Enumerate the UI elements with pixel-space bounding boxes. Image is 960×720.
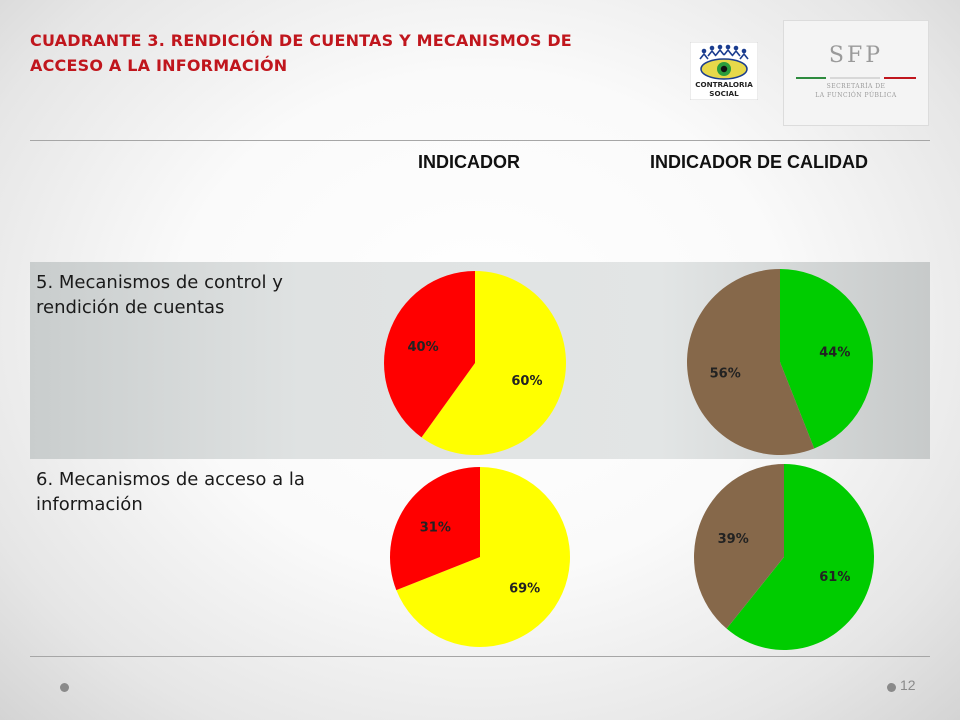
page-number: 12 <box>900 677 916 693</box>
header-indicador: INDICADOR <box>418 152 520 173</box>
pie-data-label: 44% <box>819 346 850 361</box>
contraloria-social-logo: CONTRALORIA SOCIAL <box>690 42 758 100</box>
pie-data-label: 31% <box>420 521 451 536</box>
flag-line-red <box>884 77 916 79</box>
pie-data-label: 60% <box>511 374 542 389</box>
row-label-6: 6. Mecanismos de acceso a la información <box>36 467 326 517</box>
sfp-logo: SFP SECRETARÍA DE LA FUNCIÓN PÚBLICA <box>783 20 929 126</box>
pie-data-label: 61% <box>819 570 850 585</box>
pie-chart-row6-calidad: 61% 39% <box>692 462 878 652</box>
sfp-name: SFP <box>784 43 928 68</box>
flag-line-green <box>796 77 826 79</box>
pie-chart-row6-indicador: 69% 31% <box>388 466 574 652</box>
pie-data-label: 56% <box>710 366 741 381</box>
contraloria-text: CONTRALORIA <box>695 80 753 89</box>
table-bottom-rule <box>30 656 930 657</box>
footer-dot-left <box>60 683 69 692</box>
header-indicador-calidad: INDICADOR DE CALIDAD <box>650 152 868 173</box>
table-header-row: INDICADOR INDICADOR DE CALIDAD <box>30 141 930 262</box>
pie-data-label: 39% <box>718 532 749 547</box>
footer-dot-right <box>887 683 896 692</box>
slide-title: CUADRANTE 3. RENDICIÓN DE CUENTAS Y MECA… <box>30 28 630 78</box>
sfp-subtitle-1: SECRETARÍA DE <box>784 83 928 90</box>
sfp-subtitle-2: LA FUNCIÓN PÚBLICA <box>784 92 928 99</box>
flag-line-white <box>830 77 880 79</box>
pie-chart-row5-indicador: 60% 40% <box>380 270 570 460</box>
pie-chart-row5-calidad: 44% 56% <box>685 268 875 458</box>
social-text: SOCIAL <box>709 89 739 98</box>
row-label-5: 5. Mecanismos de control y rendición de … <box>36 270 326 320</box>
pie-data-label: 40% <box>408 340 439 355</box>
pie-data-label: 69% <box>509 581 540 596</box>
